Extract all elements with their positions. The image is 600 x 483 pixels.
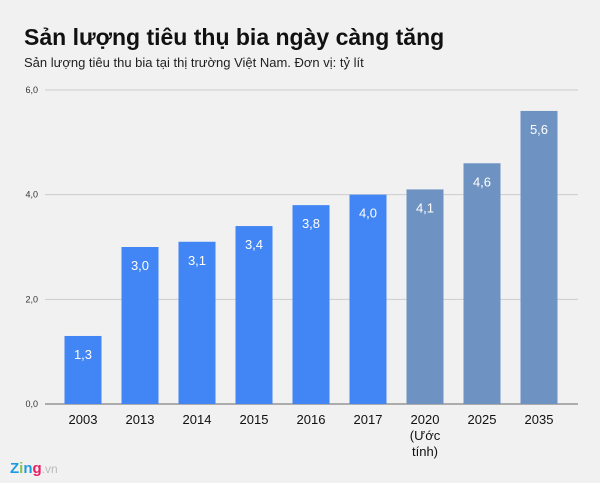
data-label: 3,8 (302, 216, 320, 231)
data-label: 5,6 (530, 122, 548, 137)
x-tick-label: tính) (412, 444, 438, 459)
bar (178, 241, 216, 404)
x-tick-label: 2025 (468, 412, 497, 427)
x-tick-label: 2035 (525, 412, 554, 427)
chart-title: Sản lượng tiêu thụ bia ngày càng tăng (24, 24, 445, 50)
bar (349, 194, 387, 404)
x-tick-label: 2013 (126, 412, 155, 427)
data-label: 4,1 (416, 200, 434, 215)
bar (235, 226, 273, 404)
data-label: 3,4 (245, 237, 263, 252)
bar (64, 335, 102, 404)
x-tick-label: 2015 (240, 412, 269, 427)
y-tick-label: 0,0 (25, 399, 38, 409)
bar (406, 189, 444, 404)
bar (292, 205, 330, 404)
x-tick-label: 2017 (354, 412, 383, 427)
y-tick-label: 6,0 (25, 85, 38, 95)
bar (463, 163, 501, 404)
data-label: 4,6 (473, 174, 491, 189)
y-tick-label: 4,0 (25, 190, 38, 200)
zing-logo: Zing.vn (10, 460, 58, 477)
x-tick-label: 2003 (69, 412, 98, 427)
x-tick-label: 2016 (297, 412, 326, 427)
bar (121, 247, 159, 404)
x-tick-label: 2020 (411, 412, 440, 427)
data-label: 3,0 (131, 258, 149, 273)
x-tick-label: (Ước (410, 428, 441, 443)
data-label: 4,0 (359, 206, 377, 221)
data-label: 3,1 (188, 253, 206, 268)
bar (520, 110, 558, 404)
x-tick-label: 2014 (183, 412, 212, 427)
chart-subtitle: Sản lượng tiêu thu bia tại thị trường Vi… (24, 55, 364, 70)
data-label: 1,3 (74, 347, 92, 362)
y-tick-label: 2,0 (25, 294, 38, 304)
